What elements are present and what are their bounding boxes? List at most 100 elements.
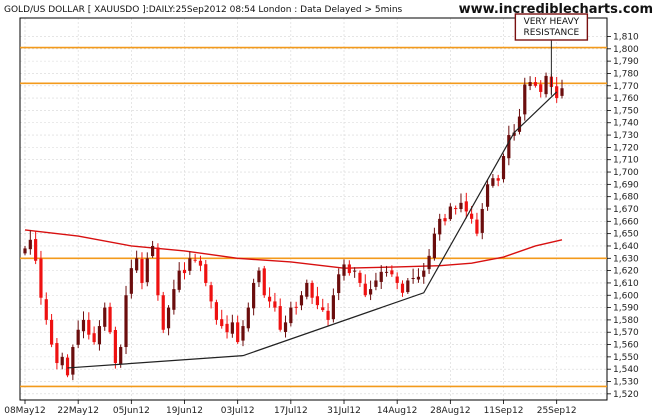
candle-body <box>76 329 80 345</box>
candle-body <box>252 282 256 309</box>
y-tick-label: 1,780 <box>613 69 639 79</box>
y-tick-label: 1,660 <box>613 217 639 227</box>
trendline-layer <box>67 91 558 369</box>
candle-body <box>517 116 522 132</box>
candle-body <box>299 295 304 306</box>
candle-body <box>124 295 128 348</box>
candle-body <box>204 264 208 283</box>
candle-body <box>39 258 43 298</box>
candle-body <box>321 307 325 311</box>
candle-body <box>459 202 463 209</box>
y-tick-label: 1,800 <box>613 45 639 55</box>
candle-body <box>342 264 346 276</box>
candle-body <box>81 319 86 332</box>
annotation-box <box>514 13 589 41</box>
candle-body <box>236 322 240 343</box>
candle-body <box>523 84 527 115</box>
candle-body <box>315 296 320 306</box>
candle-body <box>379 271 383 282</box>
candle-body <box>368 289 373 295</box>
candle-body <box>390 270 394 275</box>
y-tick-label: 1,540 <box>613 365 639 375</box>
y-tick-label: 1,670 <box>613 205 639 215</box>
candle-body <box>374 280 378 287</box>
candle-body <box>438 218 442 235</box>
candle-body <box>28 239 32 250</box>
candle-body <box>416 276 421 280</box>
candle-body <box>337 274 341 294</box>
candle-body <box>512 132 516 136</box>
candle-body <box>23 248 27 254</box>
x-tick-label: 05Jun12 <box>113 406 150 416</box>
candle-body <box>528 82 532 87</box>
candle-body <box>71 347 75 375</box>
brand-watermark: www.incrediblecharts.com <box>459 2 653 17</box>
y-tick-label: 1,610 <box>613 279 639 289</box>
candle-body <box>267 296 272 302</box>
candle-body <box>347 264 351 274</box>
candle-body <box>544 75 548 95</box>
y-tick-label: 1,700 <box>613 168 639 178</box>
y-tick-label: 1,600 <box>613 291 639 301</box>
candle-body <box>172 289 176 310</box>
x-tick-label: 31Jul12 <box>327 406 361 416</box>
candle-body <box>151 245 155 257</box>
annotation-text: VERY HEAVY <box>524 17 580 27</box>
candle-body <box>400 283 405 293</box>
candle-body <box>220 319 224 327</box>
candle-body <box>214 302 219 320</box>
y-tick-label: 1,750 <box>613 106 639 116</box>
candle-body <box>448 206 452 220</box>
candle-body <box>422 270 426 277</box>
candles-layer <box>23 72 564 381</box>
y-tick-label: 1,680 <box>613 193 639 203</box>
candle-body <box>177 270 181 290</box>
candle-body <box>560 88 564 96</box>
candle-body <box>188 258 192 271</box>
candle-body <box>273 301 277 308</box>
candle-body <box>182 269 187 274</box>
candle-body <box>331 295 335 320</box>
chart-title: GOLD/US DOLLAR [ XAUUSDO ]:DAILY:25Sep20… <box>4 5 403 15</box>
x-tick-label: 19Jun12 <box>166 406 203 416</box>
candle-body <box>427 255 431 270</box>
horizontal-lines-layer <box>20 46 607 388</box>
candle-body <box>470 213 474 219</box>
candle-body <box>108 306 112 333</box>
candle-body <box>480 209 484 233</box>
candle-body <box>241 326 245 341</box>
y-axis: 1,520 1,530 1,540 1,550 1,560 1,570 1,580 1,590… <box>607 32 639 400</box>
candle-body <box>113 330 117 364</box>
candle-body <box>278 306 282 330</box>
candle-body <box>60 356 64 366</box>
y-tick-label: 1,650 <box>613 230 639 240</box>
x-tick-label: 11Sep12 <box>484 406 524 416</box>
candle-body <box>539 84 543 92</box>
candle-body <box>384 271 389 273</box>
candle-body <box>326 310 330 320</box>
y-tick-label: 1,630 <box>613 254 639 264</box>
candle-body <box>87 319 91 335</box>
candle-body <box>305 282 309 297</box>
candle-body <box>92 333 96 343</box>
x-tick-label: 25Sep12 <box>537 406 577 416</box>
candle-body <box>353 270 357 272</box>
candle-body <box>283 322 288 332</box>
candle-body <box>411 278 415 280</box>
candle-body <box>145 258 149 283</box>
candle-body <box>209 285 213 302</box>
candle-body <box>225 323 229 333</box>
x-tick-label: 03Jul12 <box>221 406 255 416</box>
candle-body <box>485 184 490 207</box>
x-tick-label: 17Jul12 <box>274 406 308 416</box>
x-tick-label: 08May12 <box>4 406 46 416</box>
y-tick-label: 1,710 <box>613 156 639 166</box>
candle-body <box>454 208 458 210</box>
x-tick-label: 14Aug12 <box>377 406 417 416</box>
candle-body <box>496 178 500 181</box>
candle-body <box>135 258 139 271</box>
candle-body <box>246 307 250 329</box>
candle-body <box>363 283 367 296</box>
